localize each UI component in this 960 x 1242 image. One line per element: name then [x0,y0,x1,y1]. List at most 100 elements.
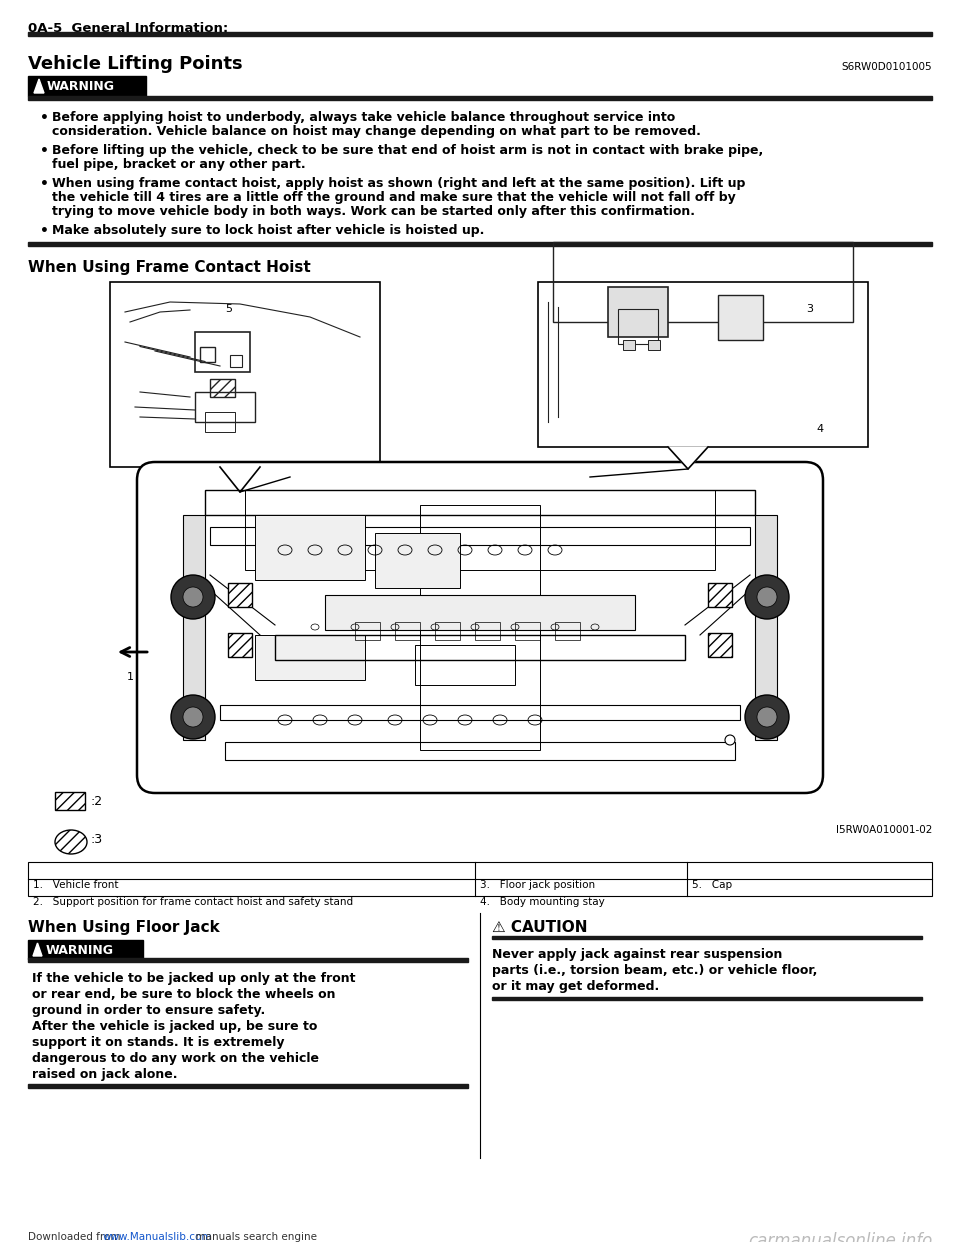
Text: 1: 1 [127,672,134,682]
Circle shape [757,707,777,727]
Bar [205,491,755,515]
Text: •: • [40,111,49,125]
Text: or rear end, be sure to block the wheels on: or rear end, be sure to block the wheels… [32,987,335,1001]
Text: Before applying hoist to underbody, always take vehicle balance throughout servi: Before applying hoist to underbody, alwa… [52,111,675,124]
Bar [28,31,932,36]
Ellipse shape [55,830,87,854]
Text: 3: 3 [806,304,813,314]
Circle shape [725,735,735,745]
Bar [205,412,235,432]
Text: raised on jack alone.: raised on jack alone. [32,1068,178,1081]
Text: 5.   Cap: 5. Cap [692,881,732,891]
Bar [210,527,750,545]
Text: Never apply jack against rear suspension: Never apply jack against rear suspension [492,948,782,961]
Bar [375,533,460,587]
Bar [210,379,235,397]
Text: Before lifting up the vehicle, check to be sure that end of hoist arm is not in : Before lifting up the vehicle, check to … [52,144,763,156]
Text: 4: 4 [816,424,823,433]
Text: After the vehicle is jacked up, be sure to: After the vehicle is jacked up, be sure … [32,1020,318,1033]
Bar [195,332,250,373]
Text: :2: :2 [91,795,103,809]
Circle shape [745,696,789,739]
Text: •: • [40,224,49,238]
Bar [708,633,732,657]
Text: 2.   Support position for frame contact hoist and safety stand: 2. Support position for frame contact ho… [33,897,353,907]
Text: or it may get deformed.: or it may get deformed. [492,980,660,994]
Text: the vehicle till 4 tires are a little off the ground and make sure that the vehi: the vehicle till 4 tires are a little of… [52,191,735,204]
Bar [195,392,255,422]
Bar [355,622,380,640]
Bar [755,515,777,740]
Text: manuals search engine: manuals search engine [189,1232,317,1242]
Bar [28,96,932,101]
Bar [420,505,540,750]
Circle shape [745,575,789,619]
Bar [228,633,252,657]
Bar [538,282,868,447]
Polygon shape [220,467,260,492]
Text: :3: :3 [91,833,103,846]
Bar [435,622,460,640]
Text: WARNING: WARNING [46,944,114,958]
Bar [28,241,932,246]
Bar [718,296,763,340]
Text: 0A-5  General Information:: 0A-5 General Information: [28,22,228,35]
Text: S6RW0D0101005: S6RW0D0101005 [841,62,932,72]
Text: carmanualsonline.info: carmanualsonline.info [748,1232,932,1242]
Bar [492,996,922,1000]
Circle shape [757,587,777,607]
Text: Make absolutely sure to lock hoist after vehicle is hoisted up.: Make absolutely sure to lock hoist after… [52,224,485,237]
Text: fuel pipe, bracket or any other part.: fuel pipe, bracket or any other part. [52,158,305,171]
Text: 4.   Body mounting stay: 4. Body mounting stay [480,897,605,907]
Bar [200,347,215,361]
Bar [183,515,205,740]
Text: When using frame contact hoist, apply hoist as shown (right and left at the same: When using frame contact hoist, apply ho… [52,178,745,190]
Bar [28,862,932,895]
Polygon shape [34,79,44,93]
Bar [255,515,365,580]
Bar [553,242,853,322]
Text: WARNING: WARNING [47,81,115,93]
Bar [28,1083,468,1088]
Text: ground in order to ensure safety.: ground in order to ensure safety. [32,1004,265,1017]
Text: dangerous to do any work on the vehicle: dangerous to do any work on the vehicle [32,1052,319,1064]
Bar [55,792,85,810]
Text: 1.   Vehicle front: 1. Vehicle front [33,881,118,891]
Bar [415,645,515,686]
Bar [475,622,500,640]
Bar [275,635,685,660]
Text: www.Manualslib.com: www.Manualslib.com [103,1232,212,1242]
Bar [623,340,635,350]
Text: consideration. Vehicle balance on hoist may change depending on what part to be : consideration. Vehicle balance on hoist … [52,125,701,138]
Bar [115,287,375,462]
Bar [245,491,715,570]
Circle shape [183,587,203,607]
Bar [648,340,660,350]
Bar [28,940,143,959]
Bar [515,622,540,640]
Bar [555,622,580,640]
Text: When Using Frame Contact Hoist: When Using Frame Contact Hoist [28,260,311,274]
Bar [230,355,242,366]
Text: ⚠ CAUTION: ⚠ CAUTION [492,920,588,935]
Text: Vehicle Lifting Points: Vehicle Lifting Points [28,55,243,73]
Text: •: • [40,144,49,158]
Text: Downloaded from: Downloaded from [28,1232,124,1242]
Text: trying to move vehicle body in both ways. Work can be started only after this co: trying to move vehicle body in both ways… [52,205,695,219]
Text: parts (i.e., torsion beam, etc.) or vehicle floor,: parts (i.e., torsion beam, etc.) or vehi… [492,964,817,977]
FancyBboxPatch shape [137,462,823,792]
Bar [325,595,635,630]
Bar [225,741,735,760]
Bar [708,582,732,607]
Bar [228,582,252,607]
Text: •: • [40,178,49,191]
Bar [395,622,420,640]
Circle shape [171,696,215,739]
Bar [28,958,468,963]
Bar [608,287,668,337]
Bar [110,282,380,467]
Bar [28,76,146,96]
Text: I5RW0A010001-02: I5RW0A010001-02 [835,825,932,835]
Circle shape [171,575,215,619]
Bar [618,309,658,344]
